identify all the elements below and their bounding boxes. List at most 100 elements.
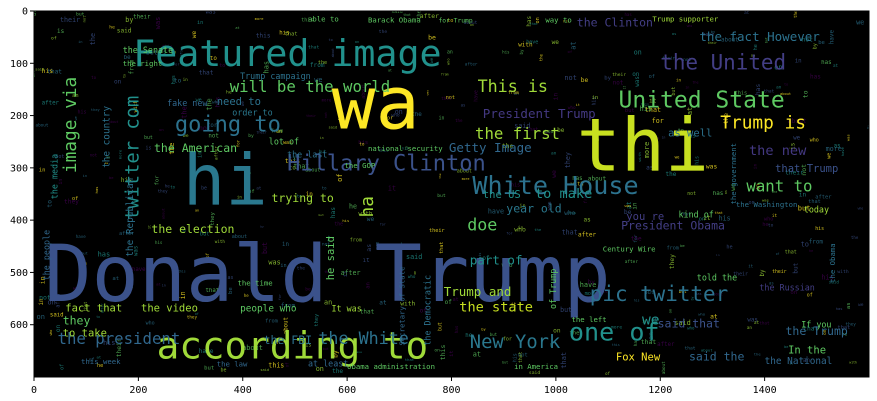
filler-word: about <box>543 129 556 135</box>
filler-word: his <box>694 156 700 165</box>
word: the right <box>123 59 163 68</box>
word: hi <box>183 139 268 222</box>
filler-word: on <box>31 8 38 16</box>
word: the new <box>749 143 807 159</box>
filler-word: at <box>394 244 398 248</box>
word: wa <box>332 62 420 147</box>
plot-area <box>34 11 869 377</box>
word: this week <box>81 357 121 366</box>
filler-word: from <box>271 129 284 135</box>
filler-word: that <box>439 242 445 254</box>
filler-word: be <box>124 55 131 61</box>
filler-word: at <box>473 351 481 359</box>
filler-word: the <box>502 142 514 150</box>
filler-word: his <box>216 97 222 107</box>
filler-word: this <box>569 211 577 215</box>
filler-word: not <box>613 81 624 87</box>
filler-word: is <box>305 343 311 349</box>
filler-word: has <box>454 325 459 333</box>
filler-word: that <box>685 346 696 352</box>
filler-word: more <box>611 326 622 331</box>
word: President Obama <box>621 219 725 233</box>
x-tick-label: 200 <box>129 385 147 396</box>
filler-word: but <box>204 365 214 371</box>
filler-word: who <box>146 321 155 327</box>
filler-word: on <box>274 340 280 346</box>
word: the FBI <box>264 333 312 347</box>
filler-word: at <box>744 10 750 16</box>
filler-word: but <box>625 108 635 114</box>
filler-word: in <box>593 137 599 143</box>
filler-word: by <box>691 296 695 300</box>
word: said the <box>689 349 744 363</box>
filler-word: in <box>280 263 286 269</box>
filler-word: he <box>809 249 813 253</box>
filler-word: by <box>333 350 340 358</box>
filler-word: after <box>465 62 478 67</box>
filler-word: the <box>379 29 388 35</box>
word: to take <box>63 328 107 340</box>
filler-word: on <box>535 17 541 23</box>
filler-word: on <box>395 108 403 116</box>
filler-word: not <box>687 191 696 197</box>
filler-word: that <box>403 13 411 17</box>
filler-word: the <box>455 118 463 123</box>
word: at least <box>308 359 348 369</box>
filler-word: was <box>635 76 641 87</box>
filler-word: in <box>183 77 188 82</box>
filler-word: who <box>408 274 416 279</box>
filler-word: for <box>633 234 639 243</box>
filler-word: to <box>47 200 54 208</box>
filler-word: in <box>685 85 689 89</box>
filler-word: the <box>754 352 762 357</box>
word: will be the world <box>230 77 391 96</box>
filler-word: his <box>121 177 132 184</box>
word: United State <box>619 88 785 114</box>
word: ha <box>357 196 378 217</box>
filler-word: is <box>83 261 88 266</box>
filler-word: that <box>838 325 851 331</box>
filler-word: about <box>780 92 791 96</box>
filler-word: we <box>793 136 800 142</box>
filler-word: it <box>623 85 627 89</box>
filler-word: the <box>318 60 327 66</box>
filler-word: have <box>526 39 538 45</box>
filler-word: we <box>240 101 245 106</box>
filler-word: from <box>129 59 136 74</box>
filler-word: to <box>96 315 100 319</box>
filler-word: it <box>511 302 517 308</box>
filler-word: for <box>503 336 512 342</box>
filler-word: be <box>818 40 825 46</box>
x-tick-label: 0 <box>31 385 37 396</box>
filler-word: after <box>341 269 361 277</box>
filler-word: on <box>316 365 324 373</box>
filler-word: at <box>112 276 119 282</box>
filler-word: his <box>719 214 731 222</box>
word: If you <box>801 319 831 329</box>
filler-word: of <box>605 371 610 376</box>
filler-word: have <box>488 208 504 216</box>
filler-word: their <box>772 269 787 275</box>
filler-word: with <box>133 100 139 112</box>
filler-word: to <box>447 18 453 24</box>
filler-word: that <box>785 249 797 255</box>
filler-word: this <box>379 148 389 153</box>
filler-word: who <box>810 138 819 144</box>
word: Getty Image <box>449 140 532 155</box>
filler-word: as <box>365 244 373 252</box>
word: the last <box>287 149 327 159</box>
filler-word: to <box>784 82 788 86</box>
word: the US <box>483 189 521 201</box>
filler-word: in <box>58 179 64 185</box>
filler-word: after <box>179 47 183 56</box>
filler-word: has <box>330 207 337 219</box>
filler-word: not <box>322 241 331 247</box>
filler-word: their <box>116 338 123 357</box>
filler-word: who <box>568 105 576 111</box>
filler-word: we <box>858 303 864 308</box>
filler-word: at <box>97 354 102 359</box>
filler-word: after <box>578 232 596 239</box>
filler-word: his <box>42 68 54 75</box>
filler-word: have <box>199 348 214 355</box>
filler-word: for <box>383 116 394 122</box>
